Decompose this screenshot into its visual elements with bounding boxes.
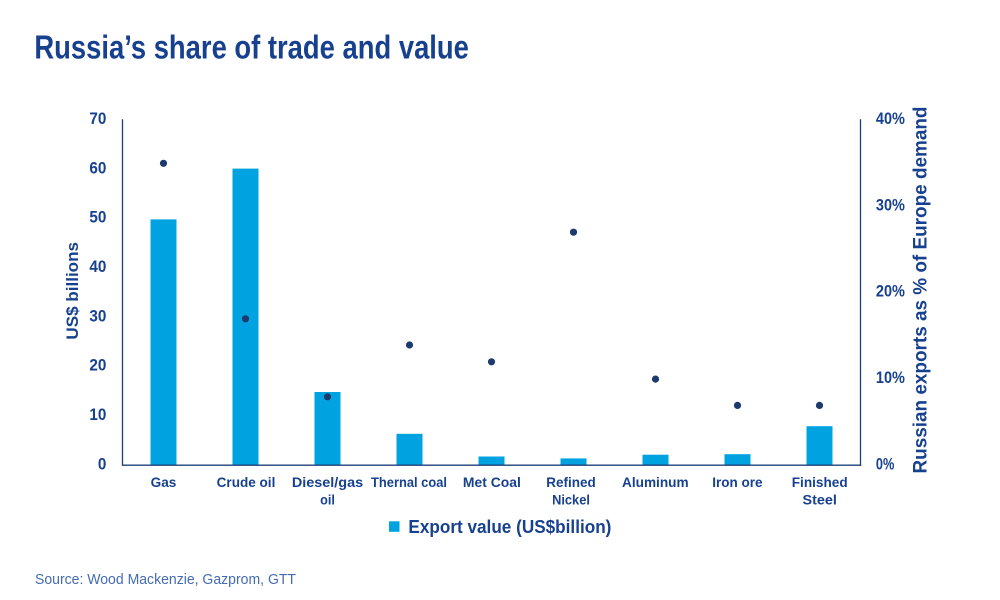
svg-text:0: 0: [98, 454, 107, 473]
svg-text:Russian exports as % of Europe: Russian exports as % of Europe demand: [910, 107, 931, 474]
svg-text:Export value (US$billion): Export value (US$billion): [408, 516, 611, 537]
svg-text:30: 30: [89, 306, 106, 325]
svg-text:Finished: Finished: [792, 474, 848, 490]
svg-text:Nickel: Nickel: [552, 492, 590, 508]
svg-text:70: 70: [89, 109, 106, 128]
svg-text:40%: 40%: [876, 109, 905, 128]
svg-text:10: 10: [89, 405, 106, 424]
svg-text:Diesel/gas: Diesel/gas: [292, 474, 364, 490]
svg-text:40: 40: [89, 257, 106, 276]
svg-text:Refined: Refined: [546, 474, 596, 490]
svg-text:10%: 10%: [876, 368, 905, 387]
svg-text:US$ billions: US$ billions: [63, 242, 82, 340]
svg-text:Steel: Steel: [803, 492, 837, 508]
svg-text:20%: 20%: [876, 282, 905, 301]
svg-text:Crude oil: Crude oil: [217, 474, 276, 490]
svg-text:Aluminum: Aluminum: [622, 474, 689, 490]
svg-text:oil: oil: [320, 492, 335, 508]
svg-text:Met Coal: Met Coal: [463, 474, 521, 490]
svg-text:Source: Wood Mackenzie, Gazpro: Source: Wood Mackenzie, Gazprom, GTT: [35, 572, 296, 588]
svg-text:30%: 30%: [876, 195, 905, 214]
svg-text:Thernal coal: Thernal coal: [371, 474, 447, 490]
svg-text:50: 50: [89, 208, 106, 227]
svg-text:20: 20: [89, 356, 106, 375]
svg-text:Gas: Gas: [151, 474, 177, 490]
svg-text:Iron ore: Iron ore: [712, 474, 762, 490]
svg-text:0%: 0%: [876, 454, 894, 473]
svg-text:Russia’s share of trade and va: Russia’s share of trade and value: [34, 28, 469, 65]
svg-text:60: 60: [89, 158, 106, 177]
